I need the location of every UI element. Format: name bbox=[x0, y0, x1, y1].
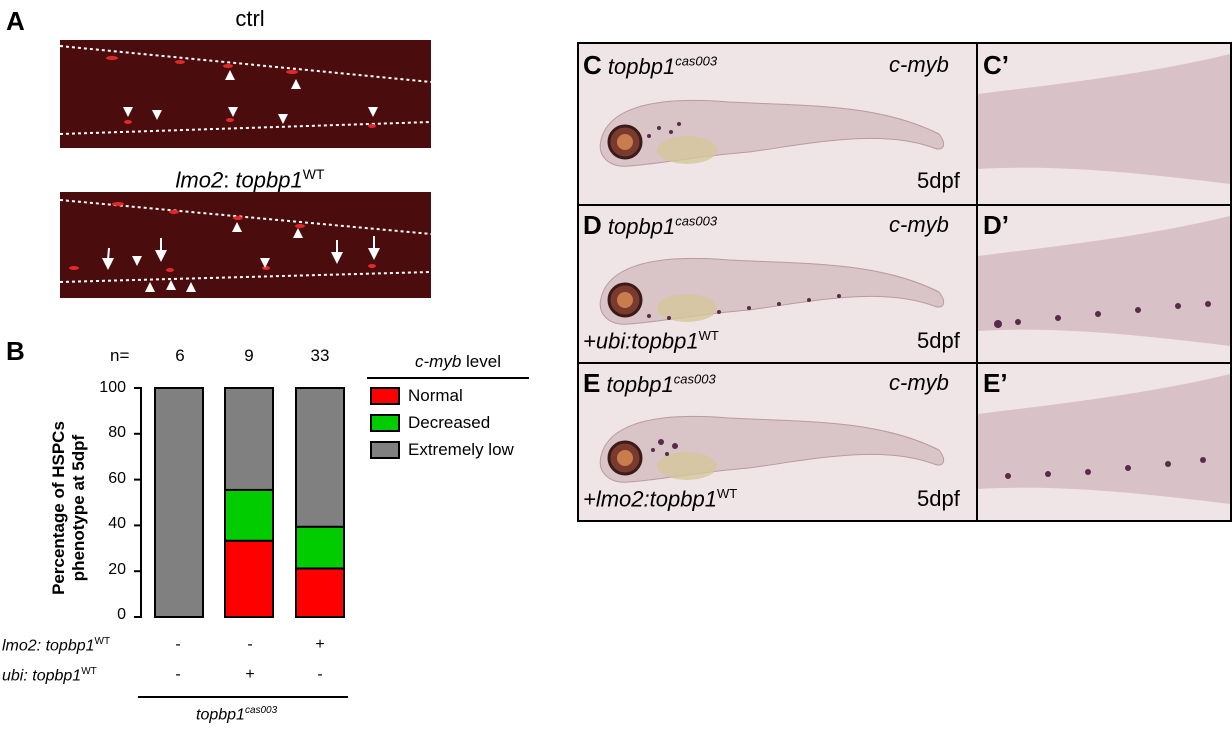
panel-e-prime-label: E’ bbox=[983, 368, 1008, 398]
panel-e-probe: c-myb bbox=[889, 370, 949, 395]
y-tick-label: 60 bbox=[108, 470, 126, 487]
genotype-sign: - bbox=[175, 666, 181, 683]
panel-c-stage: 5dpf bbox=[917, 168, 960, 193]
ctrl-label: ctrl bbox=[235, 6, 265, 31]
panel-c-embryo-image bbox=[579, 44, 976, 204]
lmo2-topbp1-label: lmo2: topbp1WT bbox=[175, 166, 325, 193]
panel-e-embryo-image bbox=[579, 364, 976, 520]
bar-segment-normal bbox=[295, 567, 345, 618]
legend-label-extremely-low: Extremely low bbox=[408, 440, 514, 459]
legend-swatch-normal bbox=[370, 387, 400, 405]
panel-e-stage: 5dpf bbox=[917, 486, 960, 511]
genotype-sign: - bbox=[247, 636, 253, 653]
genotype-sign: - bbox=[175, 636, 181, 653]
panel-c-probe: c-myb bbox=[889, 52, 949, 77]
panel-a-letter: A bbox=[6, 6, 25, 36]
y-tick-label: 40 bbox=[108, 515, 126, 532]
legend-label-normal: Normal bbox=[408, 386, 463, 405]
background-rule bbox=[138, 696, 348, 698]
n-value: 6 bbox=[175, 346, 185, 365]
n-value: 33 bbox=[310, 346, 330, 365]
bar-segment-normal bbox=[224, 539, 274, 618]
panel-d-probe: c-myb bbox=[889, 212, 949, 237]
ctrl-fluorescence-image bbox=[60, 40, 431, 148]
panel-e-prime-image bbox=[978, 364, 1230, 520]
n-value: 9 bbox=[244, 346, 254, 365]
panel-c-prime-label: C’ bbox=[983, 50, 1009, 80]
bar-segment-decreased bbox=[295, 525, 345, 570]
panel-b-letter: B bbox=[6, 336, 25, 366]
legend-label-decreased: Decreased bbox=[408, 413, 491, 432]
panel-d-prime-label: D’ bbox=[983, 210, 1009, 240]
bar-segment-extremely-low bbox=[224, 387, 274, 491]
genotype-sign: - bbox=[317, 666, 323, 683]
panel-d-rescue-label: +ubi:topbp1WT bbox=[583, 328, 719, 354]
legend-swatch-extremely-low bbox=[370, 441, 400, 459]
legend-rule bbox=[367, 377, 529, 379]
panel-e-rescue-label: +lmo2:topbp1WT bbox=[583, 486, 738, 512]
panel-e-label: E topbp1cas003 bbox=[583, 368, 716, 398]
lmo2-fluorescence-image bbox=[60, 192, 431, 298]
bar-segment-extremely-low bbox=[295, 387, 345, 528]
genotype-sign: + bbox=[245, 666, 255, 683]
y-axis-title: Percentage of HSPCs phenotype at 5dpf bbox=[49, 421, 88, 595]
panel-d-stage: 5dpf bbox=[917, 328, 960, 353]
whole-mount-panel-grid: C topbp1cas003 c-myb 5dpf C’ D topbp1cas… bbox=[577, 42, 1232, 522]
legend-swatch-decreased bbox=[370, 414, 400, 432]
y-tick-label: 0 bbox=[117, 606, 126, 623]
panel-d-embryo-image bbox=[579, 206, 976, 362]
genotype-row-lmo2: lmo2: topbp1WT bbox=[2, 636, 111, 655]
panel-d-prime-image bbox=[978, 206, 1230, 362]
stacked-bar-chart bbox=[134, 387, 345, 618]
n-label: n= bbox=[110, 346, 130, 365]
y-tick-label: 80 bbox=[108, 424, 126, 441]
bar-segment-decreased bbox=[224, 488, 274, 542]
genotype-row-ubi: ubi: topbp1WT bbox=[2, 666, 97, 685]
genotype-sign: + bbox=[315, 636, 325, 653]
bar-segment-extremely-low bbox=[154, 387, 204, 618]
panel-d-label: D topbp1cas003 bbox=[583, 210, 718, 240]
panel-c-label: C topbp1cas003 bbox=[583, 50, 718, 80]
background-genotype-label: topbp1cas003 bbox=[196, 705, 278, 724]
legend-title: c-myb level bbox=[415, 352, 501, 371]
y-tick-label: 20 bbox=[108, 561, 126, 578]
panel-c-prime-image bbox=[978, 44, 1230, 204]
y-tick-label: 100 bbox=[99, 379, 126, 396]
